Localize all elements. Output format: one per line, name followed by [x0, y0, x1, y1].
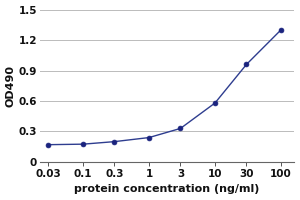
Y-axis label: OD490: OD490: [6, 65, 16, 107]
X-axis label: protein concentration (ng/ml): protein concentration (ng/ml): [74, 184, 260, 194]
